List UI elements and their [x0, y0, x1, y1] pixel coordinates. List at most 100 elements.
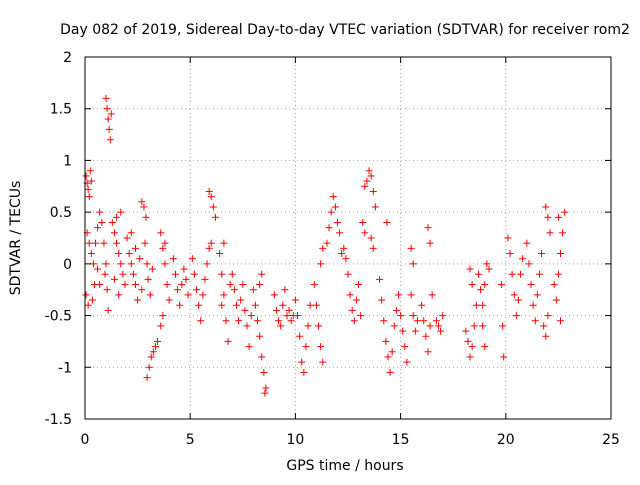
data-point [103, 105, 111, 113]
data-point [388, 348, 396, 356]
data-point [201, 275, 209, 283]
data-point [188, 255, 196, 263]
data-point [466, 265, 474, 273]
data-point [344, 270, 352, 278]
data-point [138, 198, 146, 206]
data-point [291, 296, 299, 304]
data-point [559, 229, 567, 237]
data-point [256, 332, 264, 340]
data-point [485, 265, 493, 273]
data-point [386, 368, 394, 376]
data-point [117, 260, 125, 268]
data-point [272, 306, 280, 314]
data-point [228, 270, 236, 278]
data-point [275, 317, 283, 325]
data-point [426, 239, 434, 247]
data-point [140, 203, 148, 211]
data-point [180, 265, 188, 273]
data-point [281, 286, 289, 294]
data-point [141, 239, 149, 247]
data-point [256, 281, 264, 289]
data-point [394, 291, 402, 299]
data-point [306, 301, 314, 309]
data-point [359, 218, 367, 226]
data-point [437, 327, 445, 335]
data-point [243, 322, 251, 330]
data-point [546, 229, 554, 237]
data-point [247, 312, 255, 320]
y-tick-label: 2 [63, 50, 72, 66]
data-point [367, 172, 375, 180]
data-point [527, 281, 535, 289]
data-point [500, 353, 508, 361]
data-point [157, 322, 165, 330]
data-point [538, 250, 546, 258]
data-point [481, 281, 489, 289]
data-point [207, 239, 215, 247]
data-point [506, 250, 514, 258]
data-point [424, 348, 432, 356]
data-point [220, 291, 228, 299]
data-point [216, 250, 224, 258]
data-point [92, 239, 100, 247]
data-point [94, 224, 102, 232]
data-point [174, 286, 182, 294]
data-point [261, 389, 269, 397]
data-point [561, 208, 569, 216]
data-point [424, 224, 432, 232]
data-point [87, 250, 95, 258]
data-point [145, 363, 153, 371]
data-point [554, 213, 562, 221]
data-point [363, 177, 371, 185]
data-point [262, 384, 270, 392]
data-point [399, 327, 407, 335]
data-point [544, 312, 552, 320]
axis-ticks [84, 56, 612, 420]
data-point [304, 322, 312, 330]
data-point [218, 270, 226, 278]
data-point [161, 239, 169, 247]
data-point [479, 322, 487, 330]
y-tick-label: -1.5 [45, 412, 72, 428]
data-point [85, 239, 93, 247]
data-point [159, 312, 167, 320]
data-point [508, 270, 516, 278]
data-point [207, 193, 215, 201]
data-point [104, 306, 112, 314]
data-point [107, 110, 115, 118]
data-point [119, 270, 127, 278]
data-point [401, 343, 409, 351]
data-point [342, 255, 350, 263]
data-point [104, 115, 112, 123]
data-point [203, 260, 211, 268]
data-point [134, 296, 142, 304]
data-point [224, 337, 232, 345]
data-point [300, 368, 308, 376]
data-point [148, 265, 156, 273]
data-point [312, 301, 320, 309]
data-point [159, 244, 167, 252]
data-point [176, 301, 184, 309]
data-point [249, 286, 257, 294]
data-point [525, 260, 533, 268]
data-point [411, 327, 419, 335]
data-point [287, 317, 295, 325]
data-point [84, 185, 92, 193]
data-point [121, 281, 129, 289]
data-point [89, 260, 97, 268]
data-point [357, 312, 365, 320]
data-point [317, 343, 325, 351]
data-point [258, 270, 266, 278]
data-point [245, 343, 253, 351]
data-point [85, 193, 93, 201]
data-point [113, 213, 121, 221]
data-point [101, 270, 109, 278]
data-point [102, 94, 110, 102]
y-tick-label: 0.5 [50, 205, 72, 221]
y-tick-label: -1 [58, 360, 72, 376]
data-point [96, 208, 104, 216]
data-point [209, 203, 217, 211]
data-point [294, 312, 302, 320]
x-tick-label: 15 [392, 432, 410, 448]
data-point [285, 306, 293, 314]
